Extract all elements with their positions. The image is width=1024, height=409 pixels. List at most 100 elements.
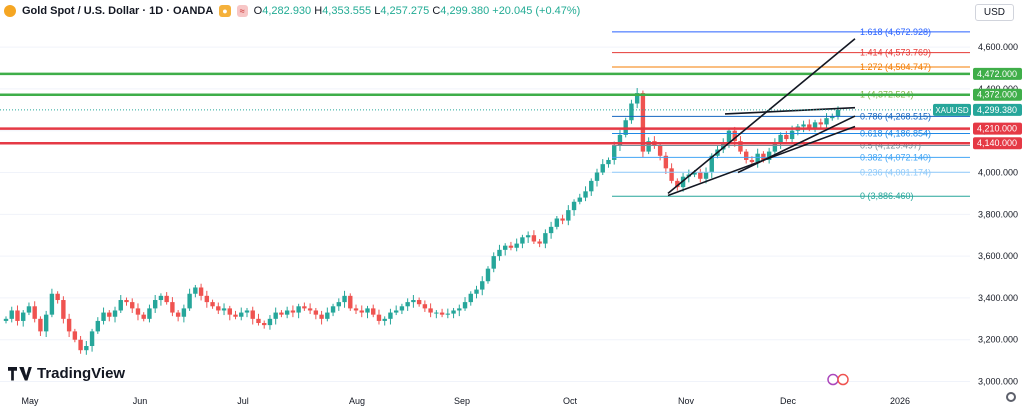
event-marker-icon xyxy=(837,373,849,386)
candle-body xyxy=(830,116,835,119)
price-level-text: 4,372.000 xyxy=(977,90,1017,100)
candle-body xyxy=(525,235,531,238)
candle-body xyxy=(520,237,525,244)
candle-body xyxy=(216,306,221,311)
trend-line xyxy=(737,115,856,174)
candle-body xyxy=(818,122,823,125)
candle-body xyxy=(577,197,582,202)
candle-body xyxy=(152,300,158,309)
candle-body xyxy=(187,293,192,309)
trend-line xyxy=(667,38,856,195)
candle-body xyxy=(353,308,359,311)
candle-body xyxy=(571,201,577,211)
y-tick-label: 3,000.000 xyxy=(978,377,1018,387)
candle-body xyxy=(95,320,101,332)
candle-body xyxy=(491,256,496,269)
candle-body xyxy=(72,331,78,340)
chart-header: Gold Spot / U.S. Dollar · 1D · OANDA ● ≈… xyxy=(0,0,580,22)
change-value: +20.045 (+0.47%) xyxy=(492,5,581,17)
candle-body xyxy=(3,318,9,321)
candle-body xyxy=(531,235,537,242)
candle-body xyxy=(284,310,290,315)
candle-body xyxy=(118,300,123,311)
candle-body xyxy=(348,295,353,309)
candle-body xyxy=(9,310,14,319)
candle-body xyxy=(428,308,433,313)
candle-body xyxy=(330,306,336,313)
candle-body xyxy=(290,310,296,313)
candle-body xyxy=(583,191,588,198)
y-tick-label: 3,200.000 xyxy=(978,335,1018,345)
candle-body xyxy=(78,339,83,351)
candle-body xyxy=(250,310,255,319)
price-level-text: 4,210.000 xyxy=(977,124,1017,134)
market-status-icon[interactable]: ● xyxy=(219,5,231,17)
candle-body xyxy=(147,308,152,319)
candle-body xyxy=(451,310,456,314)
candle-body xyxy=(480,281,485,290)
candle-body xyxy=(262,323,267,326)
currency-button[interactable]: USD xyxy=(974,4,1014,21)
candle-body xyxy=(778,134,783,144)
fib-level-label: 0.382 (4,072.140) xyxy=(860,152,931,162)
candle-body xyxy=(302,306,307,309)
candle-body xyxy=(244,310,250,313)
candle-body xyxy=(554,218,560,227)
candle-body xyxy=(698,172,703,179)
candle-body xyxy=(296,306,301,313)
candle-body xyxy=(221,308,227,311)
tradingview-logo-icon xyxy=(8,367,32,381)
candle-body xyxy=(21,312,26,321)
x-tick-label: Jul xyxy=(237,396,249,406)
candle-body xyxy=(617,134,623,146)
candle-body xyxy=(181,308,187,317)
candle-body xyxy=(474,289,479,294)
fib-level-label: 0 (3,886.460) xyxy=(860,191,914,201)
candle-body xyxy=(434,312,439,314)
candle-body xyxy=(405,302,410,307)
symbol-tag-label: XAUUSD xyxy=(935,106,969,115)
candle-body xyxy=(279,312,284,315)
candle-body xyxy=(514,243,519,248)
candle-body xyxy=(761,153,766,160)
candle-body xyxy=(675,180,680,188)
x-tick-label: Oct xyxy=(563,396,578,406)
candle-body xyxy=(15,310,20,321)
x-tick-label: Jun xyxy=(133,396,148,406)
candle-body xyxy=(61,300,66,319)
candle-body xyxy=(164,295,169,303)
candle-body xyxy=(170,302,175,313)
candle-body xyxy=(365,308,370,313)
candle-body xyxy=(560,218,565,221)
candle-body xyxy=(537,241,542,244)
y-tick-label: 4,600.000 xyxy=(978,42,1018,52)
settings-gear-icon[interactable] xyxy=(1006,392,1016,402)
candle-body xyxy=(325,312,330,319)
fib-level-label: 0.786 (4,268.515) xyxy=(860,111,931,121)
candle-body xyxy=(445,313,451,315)
candle-body xyxy=(439,312,445,315)
candle-body xyxy=(175,312,181,317)
candle-body xyxy=(319,314,324,319)
candle-body xyxy=(646,141,651,152)
candle-body xyxy=(141,314,146,319)
candle-body xyxy=(130,302,135,309)
candle-body xyxy=(313,310,319,315)
fib-level-label: 0.236 (4,001.174) xyxy=(860,167,931,177)
candle-body xyxy=(32,306,37,319)
symbol-title[interactable]: Gold Spot / U.S. Dollar · 1D · OANDA xyxy=(22,5,214,17)
candle-body xyxy=(606,159,611,165)
candle-body xyxy=(497,249,502,257)
candle-body xyxy=(388,312,393,319)
candle-body xyxy=(135,308,141,315)
candle-body xyxy=(784,134,789,140)
price-level-text: 4,472.000 xyxy=(977,69,1017,79)
symbol-logo-icon xyxy=(4,5,16,17)
candle-body xyxy=(198,287,204,296)
data-badge[interactable]: ≈ xyxy=(236,5,248,17)
candle-body xyxy=(307,308,313,311)
candle-body xyxy=(732,130,737,142)
candle-body xyxy=(485,268,491,282)
candle-body xyxy=(342,295,347,303)
